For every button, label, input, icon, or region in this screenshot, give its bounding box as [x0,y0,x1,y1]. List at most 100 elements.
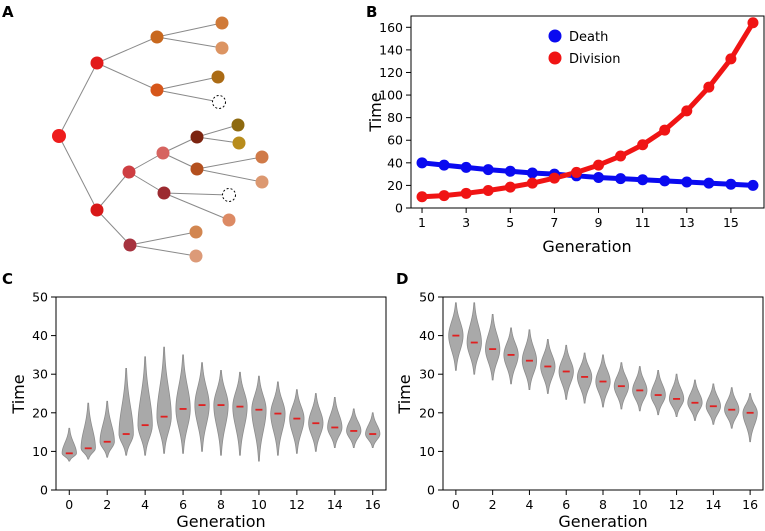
x-tick-label: 13 [679,215,695,230]
x-tick-label: 2 [103,497,111,512]
panel-label-a: A [2,3,14,21]
x-tick-label: 16 [742,497,758,512]
violin [99,400,115,458]
series-point-division [747,17,759,29]
violin [742,393,758,443]
tree-edge [96,209,131,246]
series-point-death [659,175,671,187]
series-line-death [421,160,754,188]
x-tick-label: 7 [550,215,558,230]
tree-node [90,203,104,217]
tree-node [90,56,104,70]
series-point-division [659,124,671,136]
tree-edge [96,171,130,211]
x-tick-label: 4 [525,497,533,512]
series-point-division [504,181,516,193]
tree-edge [156,36,223,49]
violin [687,379,703,421]
tree-edge [128,171,165,194]
tree-node [190,130,204,144]
panel-d-violin-chart: 0 2 4 6 8 10 12 14 16 0 10 20 30 40 50 Generation Time [395,290,764,531]
panel-d-ylabel: Time [395,374,414,414]
violin [448,302,464,371]
x-tick-label: 10 [251,497,267,512]
series-point-death [416,157,428,169]
series-point-death [615,173,627,185]
violin [270,381,286,456]
tree-edge [129,231,197,246]
panel-b-xlabel: Generation [542,237,631,256]
y-tick-label: 40 [32,328,48,343]
series-point-division [637,139,649,151]
violin [668,373,685,418]
panel-d-ticks: 0 2 4 6 8 10 12 14 16 0 10 20 30 40 50 [419,290,758,513]
violin [705,383,721,425]
y-tick-label: 20 [387,178,403,193]
panel-b-ylabel: Time [366,92,385,132]
tree-node [189,225,203,239]
tree-node [189,249,203,263]
tree-node-dead [222,188,236,202]
series-point-death [747,179,759,191]
panel-label-b: B [366,3,377,21]
violin [137,356,153,456]
tree-edge [129,244,197,257]
legend-death-label: Death [569,30,608,45]
tree-edge [58,62,98,137]
violin [213,369,229,456]
series-point-division [416,191,428,203]
series-point-death [703,177,715,189]
y-tick-label: 60 [387,133,403,148]
legend-death-marker [548,29,562,43]
tree-node [255,150,269,164]
tree-nodes [52,16,269,263]
series-point-division [725,53,737,65]
x-tick-label: 8 [217,497,225,512]
series-point-death [681,176,693,188]
tree-node [157,186,171,200]
violin [175,354,191,454]
tree-node [211,70,225,84]
violin [521,329,538,391]
tree-node-dead [212,95,226,109]
panel-c-ylabel: Time [9,374,28,414]
x-tick-label: 14 [327,497,343,512]
lineage-tree [52,16,269,263]
x-tick-label: 0 [65,497,73,512]
x-tick-label: 4 [141,497,149,512]
violin [118,368,134,456]
tree-node [122,165,136,179]
tree-node [52,129,66,143]
tree-node [156,146,170,160]
violin [289,389,305,454]
y-tick-label: 50 [32,290,48,305]
violin [232,371,248,456]
tree-node [215,16,229,30]
violin [577,352,593,404]
legend-division-marker [548,51,562,65]
violin [724,387,740,429]
tree-edge [96,62,158,91]
x-tick-label: 11 [635,215,651,230]
x-tick-label: 16 [365,497,381,512]
series-point-death [725,178,737,190]
series-point-death [438,159,450,171]
y-tick-label: 50 [419,290,435,305]
tree-edge [196,168,263,183]
tree-edge [196,124,239,138]
panel-c-violins [61,346,381,462]
violin [156,346,172,454]
y-tick-label: 10 [419,444,435,459]
y-tick-label: 30 [32,367,48,382]
violin [365,412,381,448]
y-tick-label: 0 [395,201,403,216]
tree-edge [163,192,230,221]
y-tick-label: 10 [32,444,48,459]
tree-edge [96,36,158,64]
tree-node [150,30,164,44]
series-point-death [593,172,605,184]
panel-d-xlabel: Generation [558,512,647,531]
tree-edge [163,192,230,196]
